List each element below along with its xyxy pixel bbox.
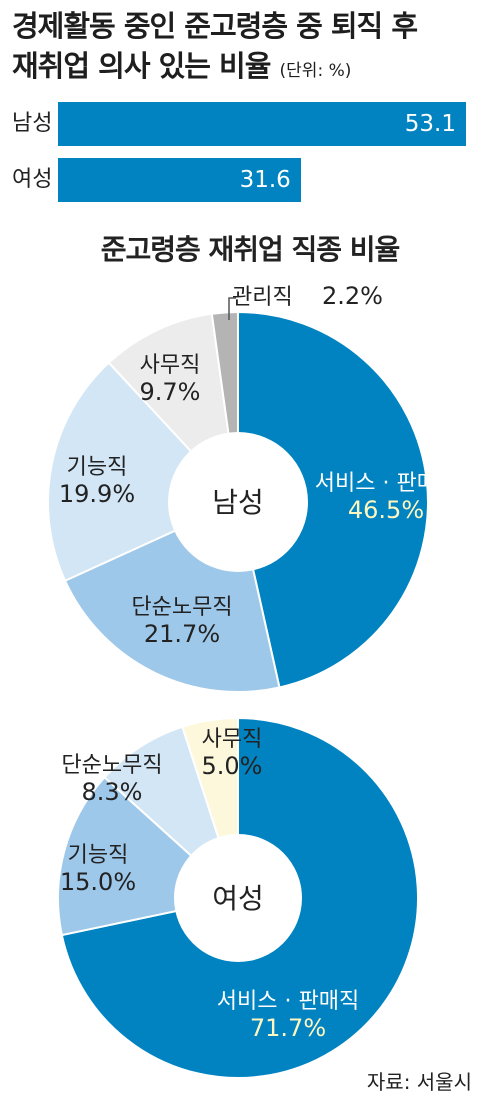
- slice-label: 관리직: [232, 285, 293, 310]
- slice-value-label: 21.7%: [144, 620, 220, 648]
- chart-title-line1: 경제활동 중인 준고령층 중 퇴직 후: [12, 9, 418, 43]
- slice-value-label: 71.7%: [250, 1014, 326, 1042]
- slice-label: 기능직: [68, 843, 129, 868]
- donut-hole: [174, 834, 302, 962]
- bar: [58, 102, 466, 146]
- unit-label: (단위: %): [279, 61, 352, 81]
- slice-label: 사무직: [202, 727, 263, 752]
- slice-value-label: 8.3%: [82, 778, 143, 806]
- slice-value-label: 19.9%: [59, 480, 135, 508]
- slice-value-label: 9.7%: [140, 378, 201, 406]
- donut-slice: [237, 310, 429, 689]
- chart-title-line2-wrap: 재취업 의사 있는 비율 (단위: %): [12, 46, 492, 91]
- slice-label: 기능직: [67, 455, 128, 480]
- bar-value-label: 53.1: [404, 111, 456, 137]
- donut-center-label: 여성: [212, 882, 264, 915]
- slice-value-label: 15.0%: [60, 868, 136, 896]
- leader-line: [228, 297, 236, 320]
- slice-label: 단순노무직: [61, 753, 162, 778]
- slice-value-label: 46.5%: [348, 496, 424, 524]
- bar-row: 여성 31.6: [0, 158, 500, 202]
- slice-label: 단순노무직: [131, 595, 232, 620]
- bar-category-label: 여성: [12, 167, 53, 192]
- chart-title-line2: 재취업 의사 있는 비율: [12, 49, 271, 83]
- bar-value-label: 31.6: [239, 167, 291, 193]
- donut-slice: [47, 361, 240, 583]
- bar: [58, 158, 301, 202]
- slice-value-label: 2.2%: [322, 282, 383, 310]
- bar-category-label: 남성: [12, 111, 53, 136]
- slice-label: 서비스 · 판매직: [315, 471, 457, 496]
- chart-title: 경제활동 중인 준고령층 중 퇴직 후 재취업 의사 있는 비율 (단위: %): [12, 6, 492, 91]
- slice-value-label: 5.0%: [202, 752, 263, 780]
- slice-label: 사무직: [140, 353, 201, 378]
- donut-center-label: 남성: [212, 486, 264, 519]
- source-note: 자료: 서울시: [366, 1070, 472, 1094]
- donut-hole: [168, 432, 308, 572]
- slice-label: 서비스 · 판매직: [217, 989, 359, 1014]
- pie-chart-title: 준고령층 재취업 직종 비율: [100, 233, 401, 266]
- bar-row: 남성 53.1: [0, 102, 500, 146]
